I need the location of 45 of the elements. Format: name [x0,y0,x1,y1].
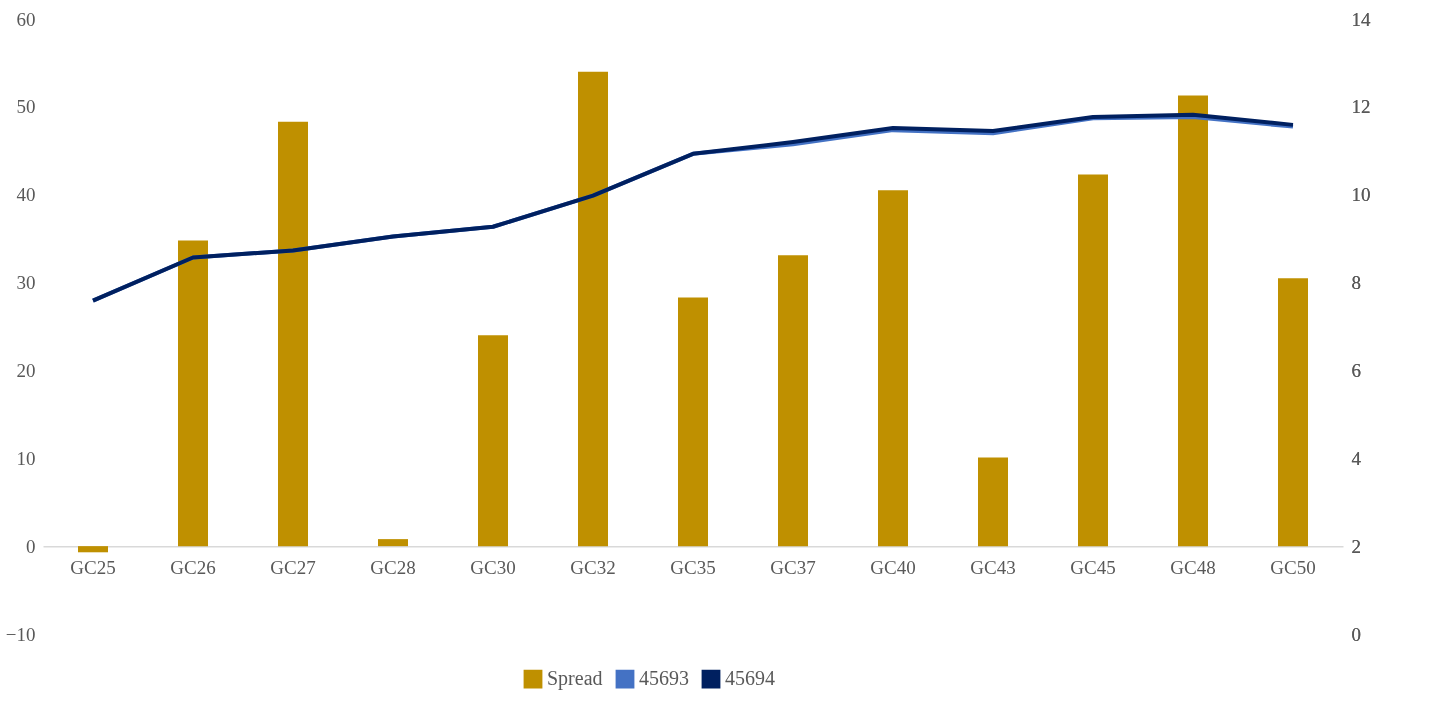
bar [878,190,908,547]
y2-tick-label: 14 [1351,8,1371,30]
x-tick-label: GC50 [1270,556,1316,578]
bar [78,546,108,553]
y-tick-label: 50 [16,96,36,118]
y2-tick-label: 4 [1351,447,1362,469]
y-tick-label: 30 [16,272,36,294]
x-tick-label: GC28 [370,556,416,578]
y2-tick-label: 6 [1351,359,1361,381]
y2-tick-label: 2 [1351,535,1361,557]
legend-label: Spread [547,667,603,691]
legend-label: 45694 [725,667,775,690]
bar [1078,174,1108,547]
y-tick-label: 60 [16,8,36,30]
x-tick-label: GC26 [170,556,216,578]
bar [778,255,808,547]
x-tick-label: GC35 [670,556,716,578]
bar [478,335,508,547]
bar [978,457,1008,547]
y-tick-label: 40 [16,184,36,206]
y2-tick-label: 10 [1351,184,1371,206]
bar [278,121,308,547]
x-tick-label: GC37 [770,556,816,578]
bar [378,539,408,547]
y2-tick-label: 8 [1351,272,1361,294]
x-tick-label: GC48 [1170,556,1216,578]
x-tick-label: GC27 [270,556,316,578]
y-tick-label: −10 [5,623,36,645]
x-tick-label: GC45 [1070,556,1116,578]
bar [178,240,208,547]
bar [678,297,708,547]
y-tick-label: 0 [26,535,36,557]
x-tick-label: GC32 [570,556,616,578]
bar [1178,95,1208,547]
bar [1278,278,1308,547]
x-tick-label: GC43 [970,556,1016,578]
y2-tick-label: 12 [1351,96,1371,118]
x-tick-label: GC30 [470,556,516,578]
bar [578,71,608,547]
legend-label: 45693 [639,667,689,690]
y-tick-label: 20 [16,359,36,381]
x-tick-label: GC40 [870,556,916,578]
x-tick-label: GC25 [70,556,116,578]
y-tick-label: 10 [16,447,36,469]
y2-tick-label: 0 [1351,623,1361,645]
